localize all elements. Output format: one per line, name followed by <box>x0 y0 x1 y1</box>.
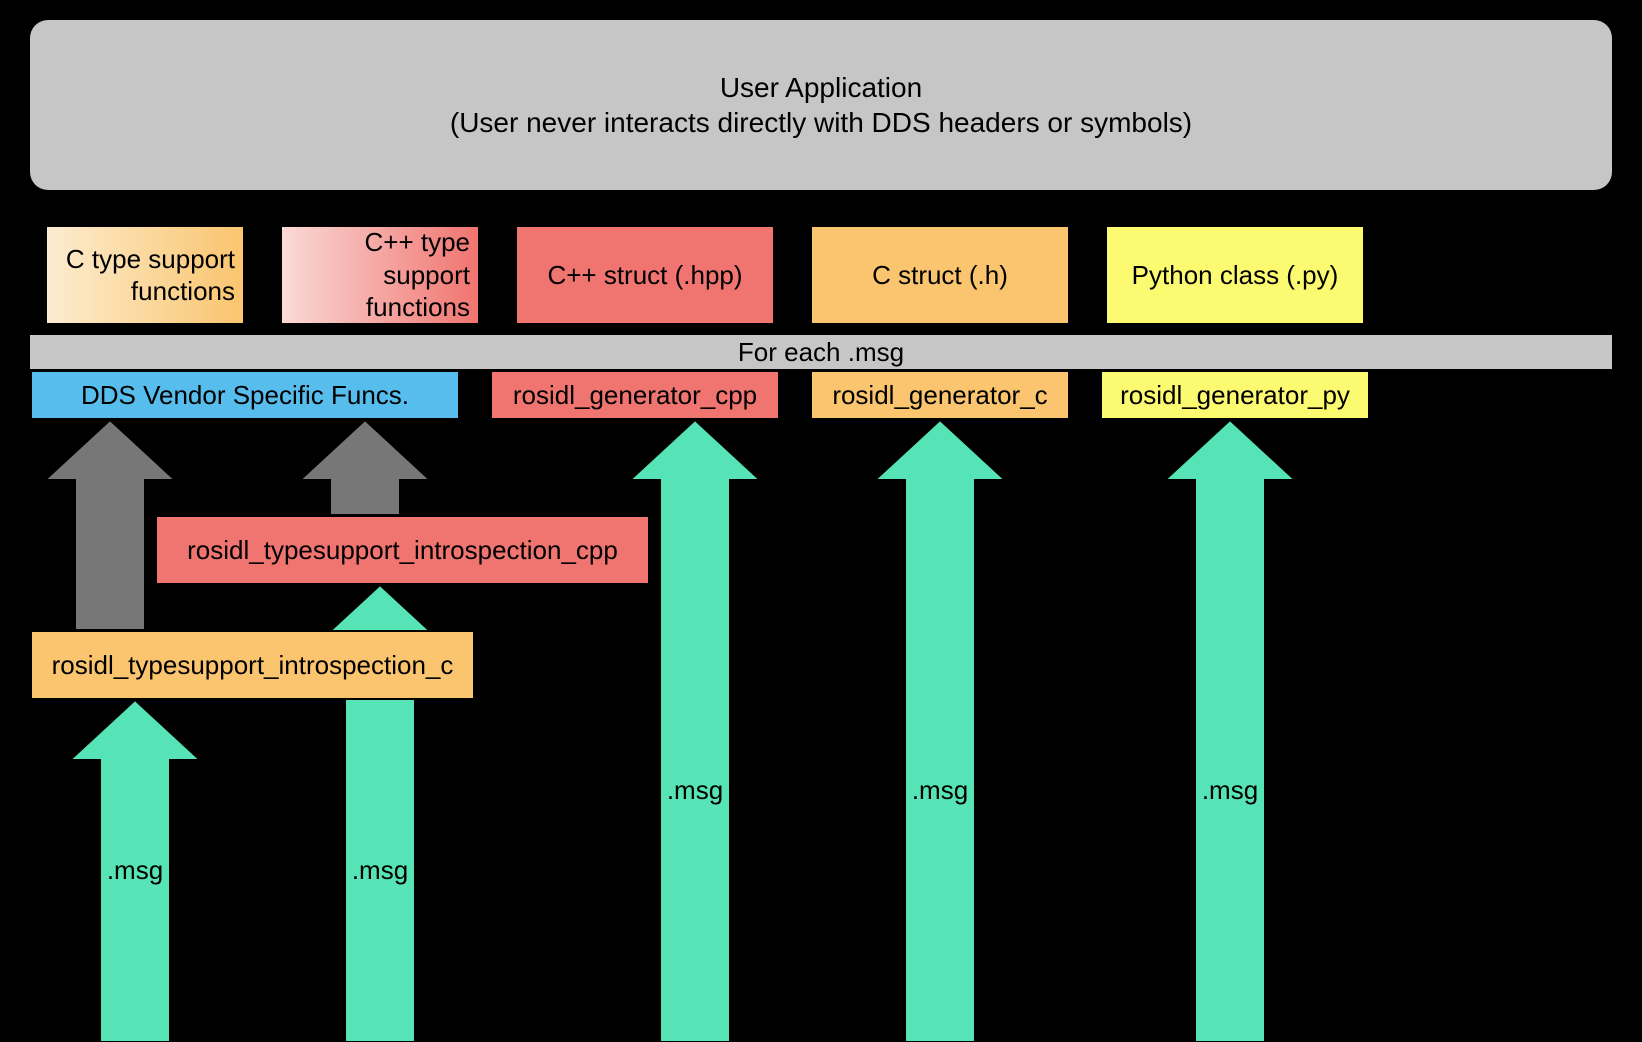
msg-label-text: .msg <box>667 774 723 807</box>
msg-label: .msg <box>645 772 745 808</box>
msg-label-text: .msg <box>912 774 968 807</box>
diagram-stage: User Application(User never interacts di… <box>0 0 1642 1042</box>
msg-label: .msg <box>85 852 185 888</box>
introspection-c-label: rosidl_typesupport_introspection_c <box>52 649 454 682</box>
introspection-c-box: rosidl_typesupport_introspection_c <box>30 630 475 700</box>
introspection-cpp-label: rosidl_typesupport_introspection_cpp <box>187 534 618 567</box>
msg-label: .msg <box>890 772 990 808</box>
introspection-cpp-box: rosidl_typesupport_introspection_cpp <box>155 515 650 585</box>
msg-label-text: .msg <box>1202 774 1258 807</box>
msg-label: .msg <box>330 852 430 888</box>
msg-label: .msg <box>1180 772 1280 808</box>
msg-label-text: .msg <box>352 854 408 887</box>
msg-label-text: .msg <box>107 854 163 887</box>
